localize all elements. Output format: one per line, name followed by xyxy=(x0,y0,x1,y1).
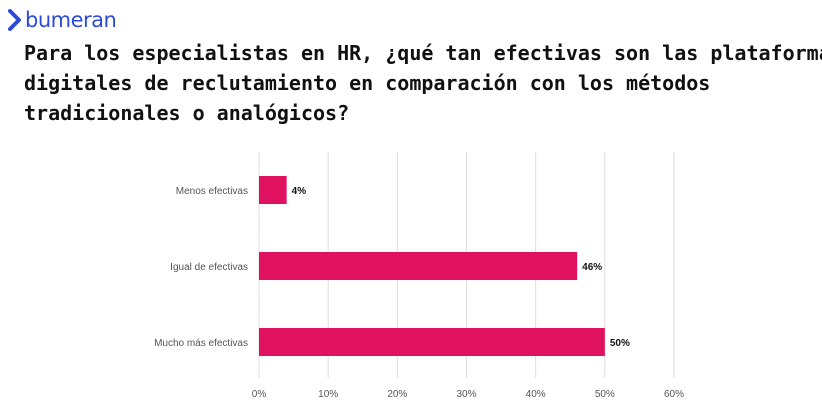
x-tick-label: 40% xyxy=(526,389,546,400)
bar-chart: 0% 10% 20% 30% 40% 50% 60% Menos efectivas 4% Igu… xyxy=(154,152,684,400)
x-tick-label: 30% xyxy=(456,389,476,400)
brand-name: bumeran xyxy=(25,8,117,32)
x-tick-label: 60% xyxy=(664,389,684,400)
x-tick-label: 0% xyxy=(252,389,267,400)
title-line-3: tradicionales o analógicos? xyxy=(24,101,350,125)
category-label: Mucho más efectivas xyxy=(154,338,248,349)
bar xyxy=(259,252,578,280)
bar xyxy=(259,328,605,356)
chevron-right-icon xyxy=(8,9,21,31)
value-label: 46% xyxy=(582,262,602,273)
bumeran-logo: bumeran xyxy=(8,8,117,32)
value-label: 50% xyxy=(610,338,630,349)
title-line-1: Para los especialistas en HR, ¿qué tan e… xyxy=(24,41,822,65)
x-tick-label: 50% xyxy=(595,389,615,400)
x-tick-label: 20% xyxy=(387,389,407,400)
bar xyxy=(259,176,287,204)
value-label: 4% xyxy=(292,186,307,197)
title-line-2: digitales de reclutamiento en comparació… xyxy=(24,71,711,95)
page-title: Para los especialistas en HR, ¿qué tan e… xyxy=(24,38,822,128)
x-tick-label: 10% xyxy=(318,389,338,400)
category-label: Igual de efectivas xyxy=(170,262,248,273)
category-label: Menos efectivas xyxy=(176,186,248,197)
